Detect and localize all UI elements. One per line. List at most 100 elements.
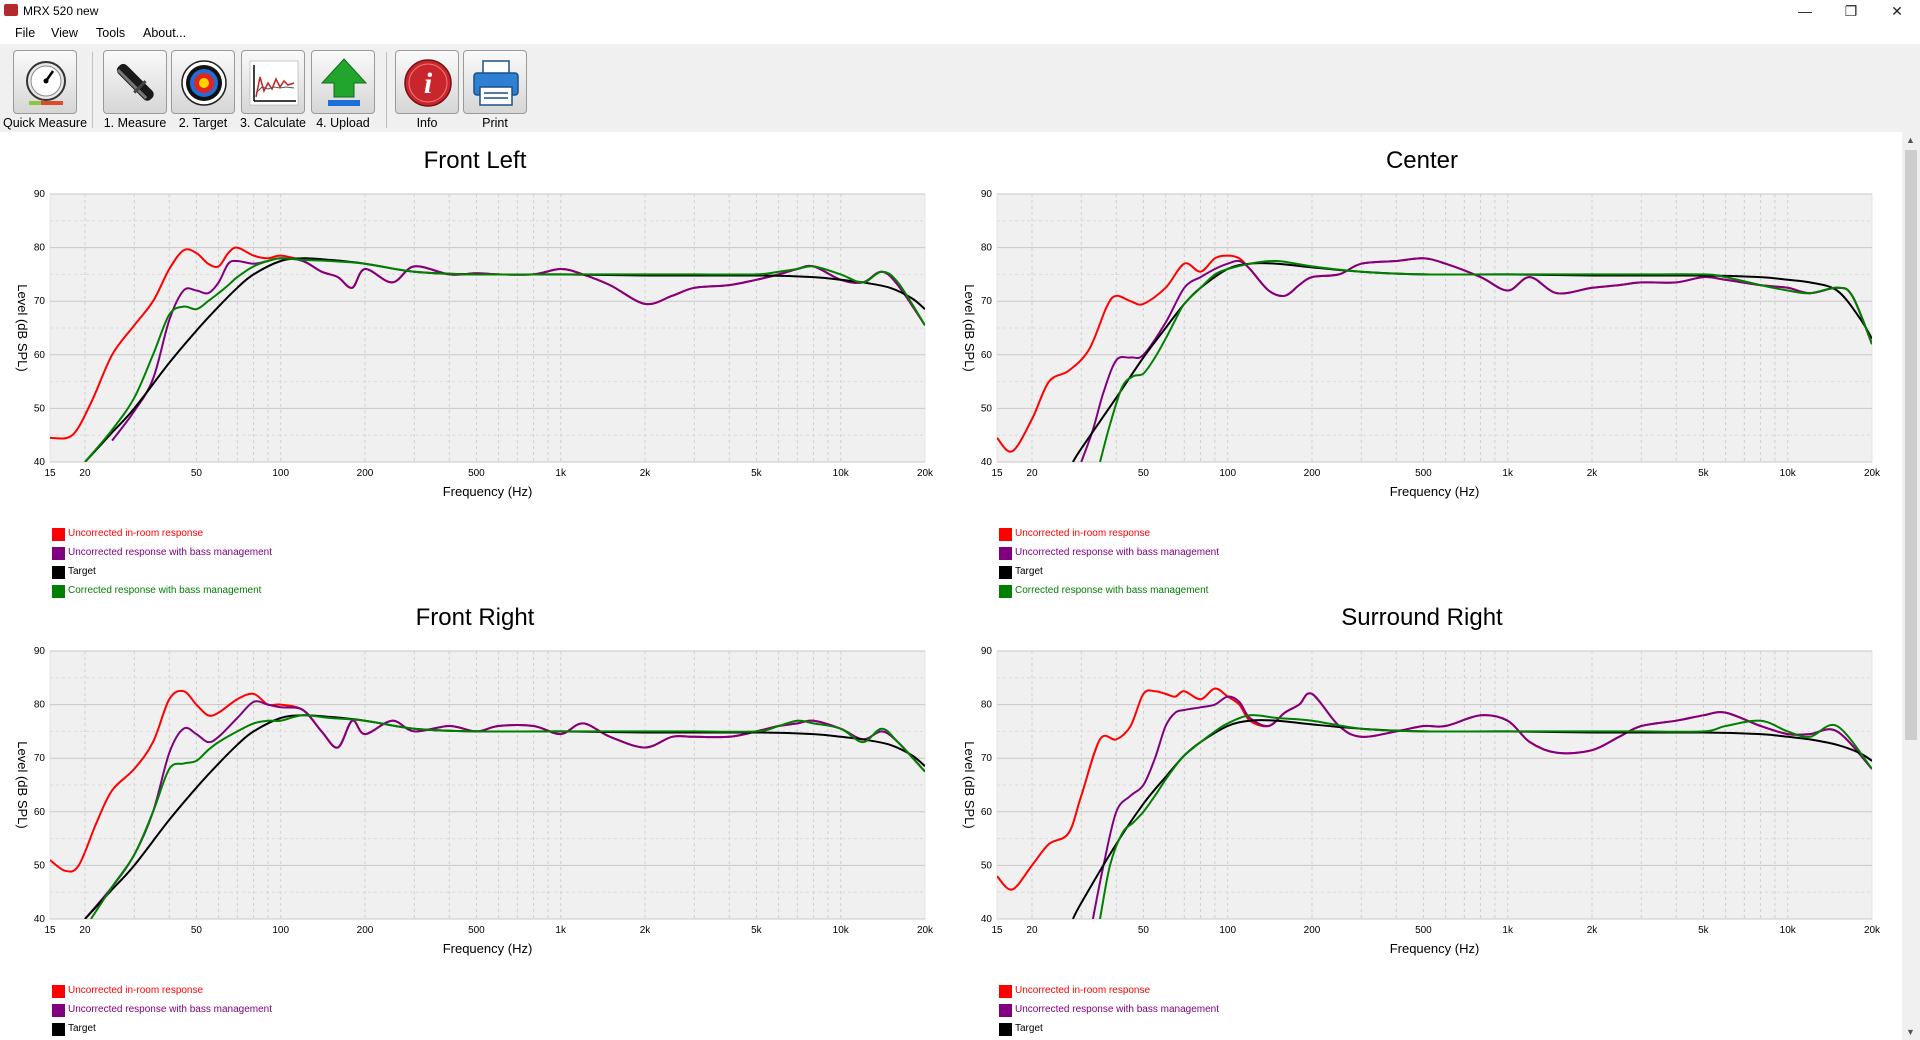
title-bar: MRX 520 new — ❐ ✕ [0,0,1920,22]
menu-view[interactable]: View [51,26,78,40]
y-tick-label: 70 [34,753,46,764]
x-tick-label: 1k [1502,468,1514,479]
legend-swatch [999,547,1012,560]
legend-label: Uncorrected in-room response [68,985,204,996]
chart-title: Front Right [415,604,535,631]
menu-about[interactable]: About... [143,26,187,40]
calculate-label: 3. Calculate [239,116,306,130]
menu-tools[interactable]: Tools [96,26,126,40]
x-tick-label: 20k [1864,925,1881,936]
x-axis-label: Frequency (Hz) [443,484,533,499]
x-tick-label: 500 [468,468,485,479]
close-button[interactable]: ✕ [1891,3,1903,19]
x-tick-label: 1k [1502,925,1514,936]
y-tick-label: 40 [34,457,46,468]
app-icon [4,4,18,16]
x-tick-label: 10k [1780,468,1797,479]
x-tick-label: 20k [1864,468,1881,479]
quick-measure-button[interactable] [13,50,77,114]
legend-swatch [52,985,65,998]
series-line-uncorrected-response-with-bass-management [111,257,925,442]
info-label: Info [416,116,438,130]
legend-label: Target [1015,566,1043,577]
upload-label: 4. Upload [316,116,370,130]
x-tick-label: 20k [917,468,934,479]
chart-panel-center: Center 40 50 60 70 80 90 15 20 50 100 200 500 1k 2k 5k 1… [949,147,1895,607]
y-tick-label: 80 [981,700,993,711]
scroll-up-arrow-icon[interactable]: ▲ [1906,135,1915,145]
menu-file[interactable]: File [15,26,36,40]
y-tick-label: 50 [981,403,993,414]
y-tick-label: 40 [981,914,993,925]
target-icon [181,60,227,106]
plot-area [996,650,1873,920]
upload-arrow-icon [320,58,368,106]
vertical-scrollbar[interactable]: ▲ ▼ [1902,132,1920,1040]
printer-icon [473,60,519,106]
scroll-down-arrow-icon[interactable]: ▼ [1906,1027,1915,1037]
y-tick-label: 90 [981,189,993,200]
restore-button[interactable]: ❐ [1844,3,1858,19]
x-tick-label: 50 [191,468,203,479]
graph-icon [249,60,299,106]
print-button[interactable] [463,50,527,114]
info-button[interactable]: i [395,50,459,114]
x-tick-label: 100 [1219,925,1236,936]
frequency-response-chart: 40 50 60 70 80 90 15 20 50 100 200 500 1k 2k 5k 10k 20k F… [962,189,1881,499]
chart-title: Surround Right [1341,604,1503,631]
target-button[interactable] [171,50,235,114]
x-tick-label: 50 [191,925,203,936]
y-tick-label: 90 [34,646,46,657]
x-tick-label: 5k [751,468,763,479]
legend-swatch [999,566,1012,579]
x-tick-label: 2k [1587,925,1599,936]
x-tick-label: 15 [44,925,56,936]
x-tick-label: 2k [1587,468,1599,479]
scroll-thumb[interactable] [1905,150,1917,740]
x-tick-label: 200 [357,468,374,479]
y-axis-label: Level (dB SPL) [962,741,977,828]
legend-swatch [52,1004,65,1017]
legend-swatch [52,585,65,598]
chart-panel-front-right: Front Right 40 50 60 70 80 90 15 20 50 100 200 500 1k… [2,604,948,1040]
legend-label: Uncorrected in-room response [1015,528,1151,539]
series-line-corrected-response-with-bass-management [1099,259,1872,462]
calculate-button[interactable] [241,50,305,114]
y-tick-label: 40 [34,914,46,925]
frequency-response-chart: 40 50 60 70 80 90 15 20 50 100 200 500 1k 2k 5k 10k 20k F… [962,646,1881,956]
plot-area [996,193,1873,463]
x-tick-label: 10k [833,468,850,479]
x-tick-label: 200 [357,925,374,936]
x-tick-label: 100 [1219,468,1236,479]
series-line-corrected-response-with-bass-management [1099,714,1872,919]
legend-label: Corrected response with bass management [68,585,262,596]
series-line-corrected-response-with-bass-management [84,257,925,462]
legend-swatch [999,985,1012,998]
measure-label: 1. Measure [103,116,167,130]
legend-swatch [52,547,65,560]
toolbar: Quick Measure 1. Measure 2. Target [0,44,1920,132]
x-tick-label: 200 [1304,925,1321,936]
x-axis-label: Frequency (Hz) [1390,484,1480,499]
y-tick-label: 70 [34,296,46,307]
legend-label: Uncorrected in-room response [1015,985,1151,996]
x-tick-label: 15 [44,468,56,479]
print-label: Print [482,116,508,130]
minimize-button[interactable]: — [1798,3,1812,19]
legend-label: Uncorrected in-room response [68,528,204,539]
measure-button[interactable] [103,50,167,114]
series-line-corrected-response-with-bass-management [90,714,925,919]
y-tick-label: 60 [981,350,993,361]
x-tick-label: 20 [79,925,91,936]
chart-panel-surround-right: Surround Right 40 50 60 70 80 90 15 20 50 100 200 50… [949,604,1895,1040]
x-tick-label: 100 [272,468,289,479]
legend-label: Target [68,566,96,577]
upload-button[interactable] [311,50,375,114]
y-tick-label: 80 [34,243,46,254]
legend-swatch [999,1004,1012,1017]
y-tick-label: 40 [981,457,993,468]
series-line-uncorrected-response-with-bass-management [1080,257,1872,462]
series-line-uncorrected-response-with-bass-management [1091,692,1872,919]
x-tick-label: 500 [1415,925,1432,936]
x-tick-label: 1k [555,468,567,479]
